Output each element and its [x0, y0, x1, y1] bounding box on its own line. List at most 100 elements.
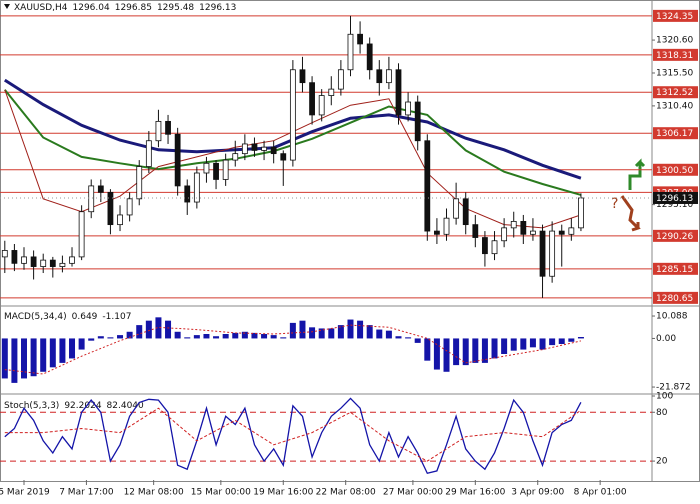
macd-signal — [4, 324, 582, 375]
macd-bar — [328, 328, 335, 339]
macd-bar — [222, 334, 229, 339]
symbol: XAUUSD,H4 — [14, 3, 68, 13]
ohlc-value: 1296.85 — [115, 3, 152, 13]
candle-body — [289, 69, 296, 161]
candle-body — [136, 166, 143, 200]
candle-body — [299, 69, 306, 84]
candle-body — [270, 146, 277, 155]
macd-bar — [385, 330, 392, 339]
x-tick-label: 3 Apr 09:00 — [511, 488, 564, 498]
candle-body — [251, 143, 258, 151]
y-tick-label: 1310.40 — [656, 101, 693, 111]
macd-bar — [481, 338, 488, 363]
candle-body — [232, 153, 239, 161]
level-label: 1290.26 — [656, 232, 693, 242]
candle-body — [568, 227, 575, 235]
indicator-title: Stoch(5,3,3) 92.2024 82.4040 — [4, 401, 144, 411]
level-label: 1324.35 — [656, 12, 693, 22]
candle-body — [424, 140, 431, 232]
macd-bar — [21, 338, 28, 379]
y-tick-label: 20 — [656, 457, 668, 467]
macd-bar — [510, 338, 517, 351]
y-tick-label: 1315.50 — [656, 68, 693, 78]
macd-bar — [184, 337, 191, 339]
candle-body — [193, 172, 200, 203]
candle-body — [213, 162, 219, 180]
candle-body — [366, 43, 373, 71]
candle-body — [309, 82, 315, 116]
last-price-label: 1296.13 — [656, 194, 693, 204]
macd-bar — [395, 336, 402, 339]
y-tick-label: 80 — [656, 408, 668, 418]
ohlc-value: 1296.13 — [199, 3, 236, 13]
candle-body — [30, 256, 37, 267]
macd-bar — [241, 331, 248, 339]
level-box — [653, 262, 698, 275]
macd-bar — [97, 336, 104, 339]
y-tick-label: 1320.60 — [656, 36, 693, 46]
candle-body — [395, 69, 402, 116]
candle-body — [222, 159, 229, 180]
readout: 82.4040 — [107, 401, 144, 411]
macd-bar — [558, 338, 565, 344]
macd-bar — [299, 320, 306, 339]
macd-bar — [155, 317, 162, 339]
macd-bar — [443, 338, 450, 372]
candle-body — [40, 259, 47, 267]
candle-body — [203, 162, 210, 174]
macd-bar — [40, 338, 47, 372]
ohlc-value: 1295.48 — [157, 3, 194, 13]
level-label: 1285.15 — [656, 265, 693, 275]
candle-body — [126, 198, 133, 216]
candle-body — [174, 133, 181, 187]
macd-bar — [88, 338, 95, 341]
candle-body — [1, 250, 8, 258]
x-tick-label: 15 Mar 00:00 — [191, 488, 251, 498]
level-box — [653, 48, 698, 61]
header: XAUUSD,H4 1296.04 1296.85 1295.48 1296.13 — [14, 3, 236, 13]
macd-bar — [69, 338, 76, 359]
x-tick-label: 29 Mar 16:00 — [445, 488, 505, 498]
x-tick-label: 19 Mar 16:00 — [253, 488, 313, 498]
candle-body — [328, 88, 335, 96]
level-label: 1312.52 — [656, 88, 693, 98]
down-arrow — [620, 195, 641, 232]
y-tick-label: 0.00 — [656, 334, 676, 344]
y-tick-label: 100 — [656, 392, 673, 402]
candle-body — [280, 153, 287, 161]
macd-bar — [145, 320, 152, 339]
macd-bar — [165, 320, 172, 339]
macd-bar — [59, 338, 66, 363]
stoch-main — [4, 397, 582, 475]
macd-bar — [424, 338, 431, 361]
x-tick-label: 8 Apr 01:00 — [574, 488, 627, 498]
level-label: 1318.31 — [656, 51, 693, 61]
y-tick-label: 10.088 — [656, 312, 688, 322]
level-box — [653, 163, 698, 176]
candle-body — [155, 120, 162, 142]
readout: 0.649 — [72, 312, 98, 322]
macd-bar — [414, 338, 421, 343]
indicator-title: MACD(5,34,4) 0.649 -1.107 — [4, 312, 131, 322]
candle-body — [59, 262, 66, 267]
level-box — [653, 9, 698, 22]
macd-bar — [472, 338, 479, 363]
candle-body — [261, 146, 267, 151]
candle-body — [472, 224, 479, 238]
candle-body — [443, 217, 450, 235]
candle-body — [145, 140, 152, 167]
candle-body — [530, 230, 536, 235]
candle-body — [78, 211, 85, 258]
candle-body — [21, 256, 27, 264]
level-box — [653, 127, 698, 140]
candle-body — [453, 198, 460, 219]
level-box — [653, 229, 698, 242]
macd-bar — [318, 328, 325, 339]
x-tick-label: 7 Mar 17:00 — [59, 488, 114, 498]
macd-bar — [126, 331, 133, 339]
candle-body — [520, 221, 527, 235]
macd-bar — [347, 319, 354, 339]
annotation: ? — [611, 196, 618, 212]
macd-bar — [213, 336, 220, 339]
stoch-signal — [4, 407, 582, 462]
